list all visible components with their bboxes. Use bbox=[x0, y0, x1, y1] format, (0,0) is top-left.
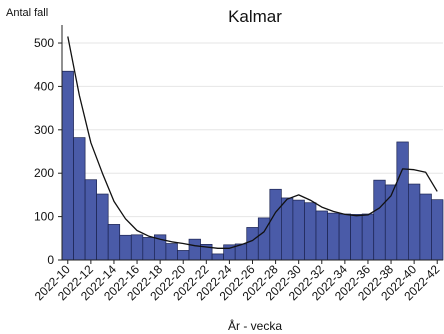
trend-series-line bbox=[67, 36, 438, 249]
y-tick-label: 0 bbox=[47, 253, 54, 267]
bar-2022-17 bbox=[142, 237, 155, 261]
bars bbox=[61, 70, 444, 261]
y-tick-label: 400 bbox=[34, 79, 54, 93]
y-tick-label: 300 bbox=[34, 123, 54, 137]
y-tick-label: 200 bbox=[34, 166, 54, 180]
bar-2022-37 bbox=[373, 179, 386, 261]
bar-2022-29 bbox=[281, 197, 294, 261]
bar-2022-13 bbox=[96, 193, 109, 261]
bar-2022-10 bbox=[61, 70, 74, 261]
bar-2022-14 bbox=[107, 224, 121, 261]
bar-2022-21 bbox=[188, 238, 201, 261]
bar-2022-16 bbox=[130, 234, 144, 261]
bar-2022-33 bbox=[327, 212, 340, 261]
bar-2022-40 bbox=[408, 183, 421, 261]
x-axis-label: År - vecka bbox=[228, 318, 282, 333]
trend-line bbox=[67, 36, 438, 249]
axes bbox=[58, 25, 443, 264]
y-tick-label: 100 bbox=[34, 210, 54, 224]
bar-2022-12 bbox=[84, 179, 97, 261]
bar-2022-11 bbox=[73, 137, 86, 261]
bar-2022-42 bbox=[431, 199, 444, 261]
bar-2022-36 bbox=[361, 213, 375, 261]
bar-2022-32 bbox=[315, 210, 328, 261]
y-axis-label: Antal fall bbox=[6, 7, 48, 19]
bar-2022-19 bbox=[165, 243, 178, 261]
bar-2022-31 bbox=[304, 202, 317, 261]
y-tick-labels: 0 100 200 300 400 500 bbox=[34, 36, 54, 267]
bar-2022-28 bbox=[269, 188, 282, 261]
bar-2022-15 bbox=[119, 234, 132, 261]
bar-2022-39 bbox=[396, 141, 409, 261]
bar-2022-26 bbox=[246, 227, 259, 261]
bar-2022-35 bbox=[350, 214, 363, 261]
bar-2022-23 bbox=[211, 253, 224, 261]
bar-2022-20 bbox=[177, 250, 190, 261]
y-tick-label: 500 bbox=[34, 36, 54, 50]
chart-title: Kalmar bbox=[228, 7, 282, 26]
bar-2022-41 bbox=[419, 193, 432, 261]
bar-2022-30 bbox=[292, 199, 305, 261]
bar-2022-34 bbox=[338, 213, 351, 261]
